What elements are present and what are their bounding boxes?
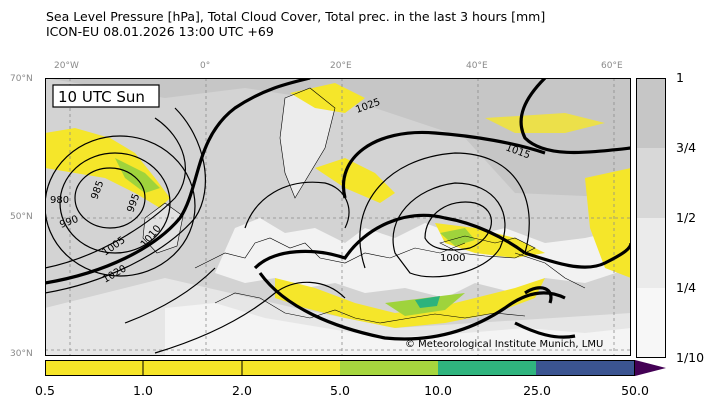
copyright-text: © Meteorological Institute Munich, LMU bbox=[405, 339, 603, 350]
time-label: 10 UTC Sun bbox=[58, 88, 145, 106]
lon-label-0: 0° bbox=[200, 61, 211, 71]
pr-tick-50-0: 50.0 bbox=[621, 383, 649, 398]
map-frame bbox=[45, 78, 631, 356]
precip-norway bbox=[290, 83, 365, 113]
lat-label-50n: 50°N bbox=[10, 212, 33, 222]
pr-tick-25-0: 25.0 bbox=[523, 383, 551, 398]
cc-band-full bbox=[636, 78, 666, 148]
precip-atlantic-moderate bbox=[115, 158, 160, 193]
land-africa bbox=[165, 303, 631, 356]
land-scandinavia bbox=[280, 88, 335, 198]
pr-tick-2-0: 2.0 bbox=[232, 383, 252, 398]
pr-band-25-50 bbox=[536, 360, 635, 376]
gridlines bbox=[45, 78, 631, 356]
weather-map: 980 985 990 995 1000 1005 1010 1015 1020… bbox=[45, 78, 631, 356]
pr-band-10-25 bbox=[438, 360, 536, 376]
pr-tick-1-0: 1.0 bbox=[133, 383, 153, 398]
lon-label-40e: 40°E bbox=[466, 61, 488, 71]
cc-tick-1-10: 1/10 bbox=[676, 350, 705, 365]
time-label-box bbox=[52, 84, 160, 108]
lat-label-70n: 70°N bbox=[10, 74, 33, 84]
pr-band-5-10 bbox=[340, 360, 438, 376]
precip-colorbar bbox=[45, 360, 666, 376]
lon-label-60e: 60°E bbox=[601, 61, 623, 71]
pr-tick-10-0: 10.0 bbox=[424, 383, 452, 398]
cc-band-half bbox=[636, 218, 666, 288]
dense-cloud-north bbox=[45, 78, 631, 198]
chart-subtitle: ICON-EU 08.01.2026 13:00 UTC +69 bbox=[46, 24, 274, 39]
lon-label-20w: 20°W bbox=[54, 61, 79, 71]
cc-band-quarter bbox=[636, 288, 666, 358]
land-central bbox=[215, 218, 631, 298]
pr-band-light bbox=[45, 360, 340, 376]
cc-tick-1: 1 bbox=[676, 70, 684, 85]
cc-tick-3-4: 3/4 bbox=[676, 140, 697, 155]
precip-north-russia bbox=[485, 113, 605, 133]
precip-black-sea-moderate bbox=[440, 228, 475, 246]
cc-band-three-quarter bbox=[636, 148, 666, 218]
pr-band-over-50 bbox=[635, 360, 666, 376]
isobars bbox=[45, 107, 530, 354]
pr-frame bbox=[45, 360, 635, 376]
coastlines bbox=[142, 87, 586, 324]
pr-tick-5-0: 5.0 bbox=[330, 383, 350, 398]
cloud-cover-colorbar bbox=[636, 78, 666, 358]
chart-title: Sea Level Pressure [hPa], Total Cloud Co… bbox=[46, 9, 546, 24]
lat-label-30n: 30°N bbox=[10, 349, 33, 359]
isobar-label-1000: 1000 bbox=[440, 253, 465, 264]
bold-isobars bbox=[45, 78, 631, 341]
precip-mediterranean-heavy bbox=[415, 296, 440, 308]
cc-frame bbox=[636, 78, 666, 358]
precip-mediterranean bbox=[275, 278, 545, 328]
isobar-label-980: 980 bbox=[50, 195, 69, 206]
lon-label-20e: 20°E bbox=[330, 61, 352, 71]
pr-tick-0-5: 0.5 bbox=[35, 383, 55, 398]
cc-tick-1-2: 1/2 bbox=[676, 210, 697, 225]
cc-tick-1-4: 1/4 bbox=[676, 280, 697, 295]
precip-east bbox=[585, 168, 631, 278]
